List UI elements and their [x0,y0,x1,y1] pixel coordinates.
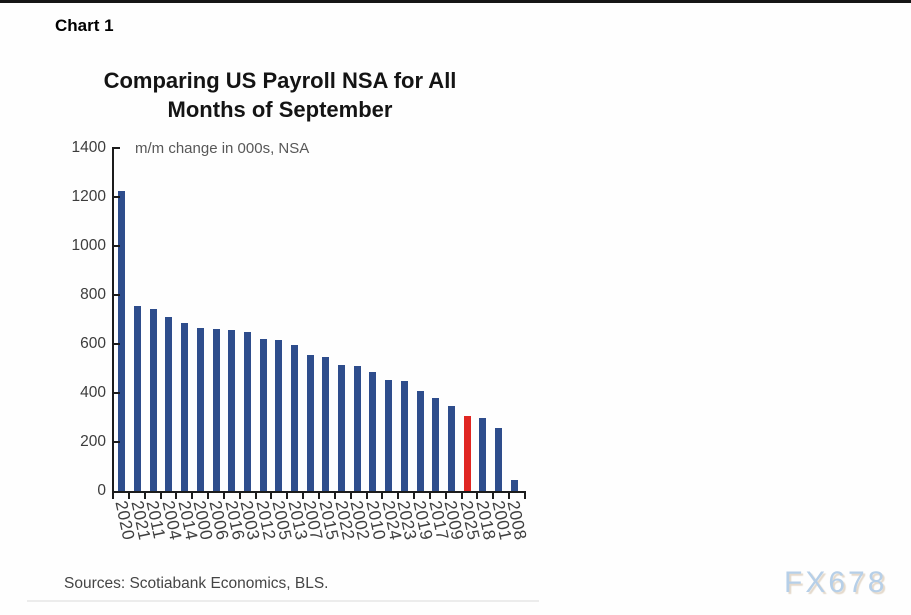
bar-2012 [259,338,267,491]
bar-2000 [196,327,204,491]
bar-2009 [447,406,455,491]
x-axis-tick [508,493,511,499]
y-tick-label-600: 600 [80,335,106,352]
bar-2024 [385,380,393,491]
bar-2018 [479,417,487,491]
y-tick-label-400: 400 [80,384,106,401]
footer-divider [27,600,539,602]
x-axis-tick [349,493,352,499]
x-axis-tick [460,493,463,499]
x-axis-tick [365,493,368,499]
y-axis-tick [114,343,120,345]
x-axis-tick [428,493,431,499]
bar-2003 [243,332,251,491]
chart-number-label: Chart 1 [55,16,114,35]
x-axis-tick [318,493,320,499]
y-tick-label-0: 0 [97,482,106,499]
x-axis-tick [286,493,289,499]
bar-2004 [165,317,173,491]
x-axis-tick [191,493,194,499]
x-axis-tick [492,493,495,499]
bar-2014 [181,323,189,491]
x-axis-tick [381,493,384,499]
bar-2002 [353,366,361,491]
x-axis-tick [476,493,479,499]
y-tick-label-1000: 1000 [71,237,106,254]
y-axis-tick [114,441,120,443]
y-axis-line [112,147,114,493]
x-axis-tick [175,493,178,499]
x-axis-tick [254,493,257,499]
top-border-strip [0,0,911,3]
bar-2015 [322,357,330,491]
x-axis-tick [413,493,416,499]
bar-2011 [149,308,157,491]
x-axis-tick [397,493,400,499]
plot-area [114,148,522,491]
sources-note: Sources: Scotiabank Economics, BLS. [64,575,329,592]
x-axis-tick [444,493,447,499]
x-axis-line [112,491,526,493]
y-axis-tick [114,245,120,247]
chart-subtitle: m/m change in 000s, NSA [135,140,310,157]
bar-2008 [510,480,518,491]
x-axis-tick [524,493,526,499]
y-axis-tick [114,196,120,198]
bar-2005 [275,339,283,491]
y-tick-label-1400: 1400 [71,139,106,156]
x-axis-tick [333,493,336,499]
bar-2022 [338,364,346,491]
x-axis-tick [302,493,305,499]
bar-2020 [118,190,126,491]
x-axis-tick [270,493,273,499]
x-axis-tick [207,493,210,499]
y-axis-tick [114,147,120,149]
bar-2007 [306,355,314,491]
watermark-fx678: FX678 [784,566,888,599]
bar-2017 [432,397,440,491]
bar-2016 [228,330,236,491]
y-axis-tick [114,294,120,296]
bar-2013 [290,344,298,491]
y-axis-tick [114,392,120,394]
bar-2019 [416,391,424,491]
bar-2010 [369,372,377,491]
chart-title-line1: Comparing US Payroll NSA for All [103,68,457,93]
chart-title: Comparing US Payroll NSA for All Months … [40,66,520,124]
x-axis-tick [112,493,114,499]
bar-2025 [463,415,471,491]
bar-2023 [400,381,408,491]
x-axis-tick [238,493,241,499]
x-axis-tick [127,493,130,499]
y-tick-label-1200: 1200 [71,188,106,205]
x-axis-tick [159,493,162,499]
x-axis-tick [222,493,225,499]
bar-2001 [494,428,502,491]
chart-title-line2: Months of September [167,97,393,122]
y-tick-label-200: 200 [80,433,106,450]
bar-2021 [134,306,142,491]
x-axis-tick [143,493,146,499]
bar-2006 [212,328,220,491]
y-tick-label-800: 800 [80,286,106,303]
